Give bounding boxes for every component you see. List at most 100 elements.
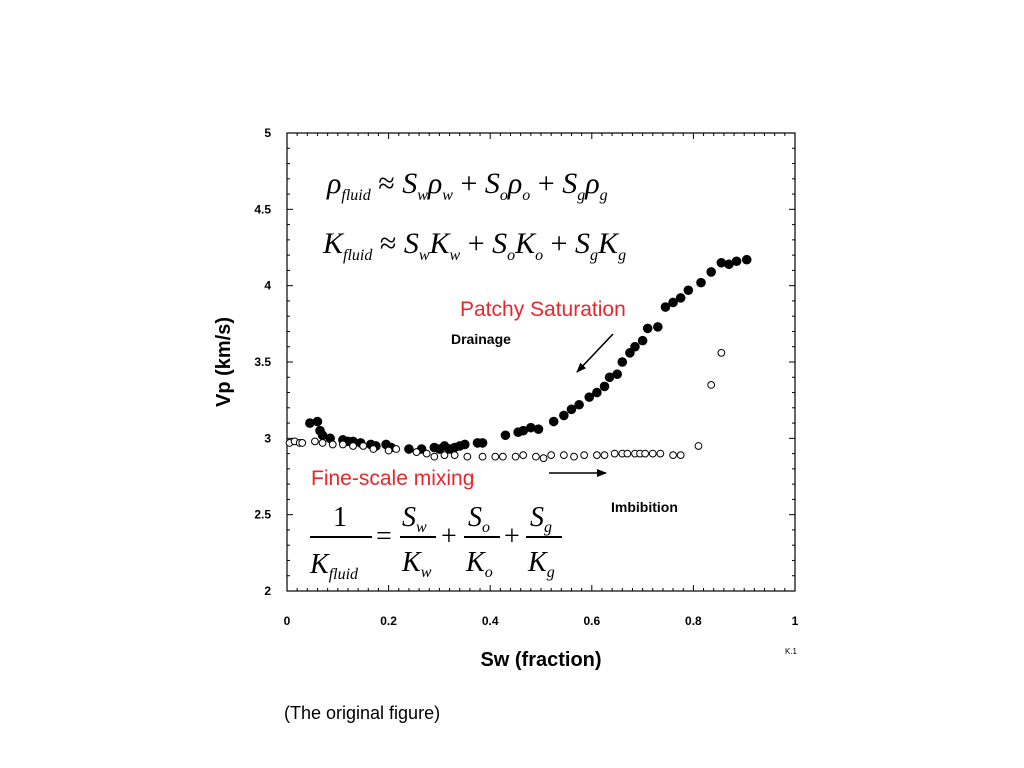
x-tick-label: 0.8 bbox=[685, 614, 702, 628]
imbibition-point bbox=[707, 381, 716, 389]
y-axis-title: Vp (km/s) bbox=[213, 317, 235, 407]
drainage-point bbox=[574, 399, 584, 410]
drainage-point bbox=[612, 369, 622, 380]
imbibition-point bbox=[422, 449, 431, 458]
svg-text:Kfluid: Kfluid bbox=[309, 549, 359, 583]
imbibition-point bbox=[298, 439, 307, 447]
imbibition-point bbox=[623, 449, 632, 458]
imbibition-point bbox=[580, 451, 589, 460]
imbibition-point bbox=[338, 440, 347, 449]
y-tick-labels: 2 2.5 3 3.5 4 4.5 5 bbox=[254, 126, 271, 598]
imbibition-point bbox=[412, 448, 421, 456]
svg-text:ρfluid ≈ Swρw + Soρo + Sgρg: ρfluid ≈ Swρw + Soρo + Sgρg bbox=[326, 167, 608, 204]
imbibition-point bbox=[349, 442, 357, 450]
svg-text:Sw: Sw bbox=[402, 502, 427, 536]
svg-text:So: So bbox=[468, 502, 490, 536]
imbibition-point bbox=[430, 452, 439, 461]
imbibition-point bbox=[369, 445, 378, 453]
drainage-point bbox=[668, 297, 678, 308]
imbibition-point bbox=[559, 451, 568, 460]
drainage-point bbox=[653, 322, 663, 332]
drainage-point bbox=[312, 416, 323, 427]
drainage-point bbox=[625, 348, 635, 358]
drainage-point bbox=[696, 277, 706, 288]
y-tick-label: 5 bbox=[264, 126, 271, 140]
imbibition-point bbox=[539, 454, 548, 463]
caption: (The original figure) bbox=[284, 703, 441, 723]
imbibition-point bbox=[491, 452, 500, 461]
drainage-label: Drainage bbox=[451, 331, 511, 347]
drainage-point bbox=[584, 392, 595, 402]
imbibition-point bbox=[676, 451, 685, 460]
drainage-arrow bbox=[576, 333, 614, 373]
svg-text:Kw: Kw bbox=[401, 547, 432, 581]
reuss-equation: 1 Kfluid = Sw Kw + So Ko + Sg Kg bbox=[309, 502, 562, 583]
data-series bbox=[285, 254, 752, 463]
y-tick-label: 3 bbox=[264, 431, 271, 445]
x-tick-labels: 0 0.2 0.4 0.6 0.8 1 bbox=[284, 614, 799, 628]
imbibition-point bbox=[318, 439, 327, 447]
svg-text:Ko: Ko bbox=[465, 547, 493, 581]
drainage-point bbox=[566, 404, 577, 415]
drainage-point bbox=[548, 416, 559, 427]
imbibition-point bbox=[641, 449, 650, 458]
svg-text:Sg: Sg bbox=[530, 502, 552, 536]
imbibition-point bbox=[384, 446, 393, 455]
x-axis-title: Sw (fraction) bbox=[480, 649, 601, 671]
drainage-point bbox=[731, 256, 742, 267]
svg-text:Kfluid ≈ SwKw + SoKo + SgKg: Kfluid ≈ SwKw + SoKo + SgKg bbox=[322, 227, 626, 264]
drainage-point bbox=[637, 335, 648, 346]
svg-text:+: + bbox=[441, 521, 457, 552]
figure-id: K.1 bbox=[785, 647, 798, 656]
drainage-point bbox=[500, 430, 511, 441]
axis-ticks bbox=[286, 132, 796, 592]
series-drainage bbox=[305, 254, 752, 454]
imbibition-point bbox=[463, 452, 472, 461]
imbibition-point bbox=[511, 452, 520, 461]
imbibition-point bbox=[717, 348, 726, 357]
modulus-equation: Kfluid ≈ SwKw + SoKo + SgKg bbox=[322, 227, 626, 264]
imbibition-point bbox=[547, 451, 556, 460]
imbibition-point bbox=[328, 440, 337, 449]
x-tick-label: 1 bbox=[792, 614, 799, 628]
svg-text:1: 1 bbox=[333, 502, 347, 533]
drainage-point bbox=[404, 444, 414, 454]
x-tick-label: 0 bbox=[284, 614, 291, 628]
series-imbibition bbox=[285, 348, 726, 463]
y-tick-label: 4.5 bbox=[254, 202, 271, 216]
imbibition-point bbox=[669, 451, 677, 460]
x-tick-label: 0.6 bbox=[583, 614, 600, 628]
drainage-point bbox=[683, 285, 694, 296]
imbibition-point bbox=[656, 449, 665, 458]
imbibition-label: Imbibition bbox=[611, 499, 678, 515]
drainage-point bbox=[477, 438, 488, 448]
imbibition-point bbox=[440, 451, 449, 460]
density-equation: ρfluid ≈ Swρw + Soρo + Sgρg bbox=[326, 167, 608, 204]
imbibition-point bbox=[610, 449, 619, 458]
imbibition-point bbox=[311, 437, 319, 446]
y-tick-label: 3.5 bbox=[254, 355, 271, 369]
y-tick-label: 2 bbox=[264, 584, 271, 598]
imbibition-point bbox=[592, 451, 601, 460]
imbibition-point bbox=[478, 452, 487, 461]
y-tick-label: 4 bbox=[264, 279, 271, 293]
imbibition-point bbox=[648, 449, 657, 458]
imbibition-point bbox=[519, 451, 528, 460]
imbibition-point bbox=[532, 452, 540, 461]
svg-text:=: = bbox=[376, 521, 392, 552]
drainage-point bbox=[675, 293, 686, 303]
drainage-point bbox=[660, 302, 671, 312]
drainage-point bbox=[642, 323, 653, 334]
imbibition-point bbox=[450, 451, 459, 460]
drainage-point bbox=[459, 439, 470, 450]
drainage-point bbox=[741, 254, 752, 265]
imbibition-point bbox=[600, 451, 609, 460]
svg-text:+: + bbox=[504, 521, 520, 552]
drainage-point bbox=[533, 424, 544, 434]
drainage-point bbox=[630, 341, 640, 352]
imbibition-point bbox=[359, 442, 368, 450]
patchy-saturation-label: Patchy Saturation bbox=[460, 298, 626, 321]
imbibition-point bbox=[499, 452, 507, 461]
drainage-point bbox=[706, 267, 716, 277]
